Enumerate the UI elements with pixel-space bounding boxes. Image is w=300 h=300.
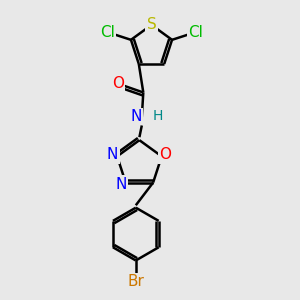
Text: N: N xyxy=(107,147,118,162)
Text: H: H xyxy=(152,110,163,124)
Text: Cl: Cl xyxy=(188,25,203,40)
Text: O: O xyxy=(112,76,124,91)
Text: S: S xyxy=(147,17,156,32)
Text: N: N xyxy=(131,109,142,124)
Text: Br: Br xyxy=(128,274,144,289)
Text: O: O xyxy=(159,147,171,162)
Text: Cl: Cl xyxy=(100,25,115,40)
Text: N: N xyxy=(116,176,127,191)
